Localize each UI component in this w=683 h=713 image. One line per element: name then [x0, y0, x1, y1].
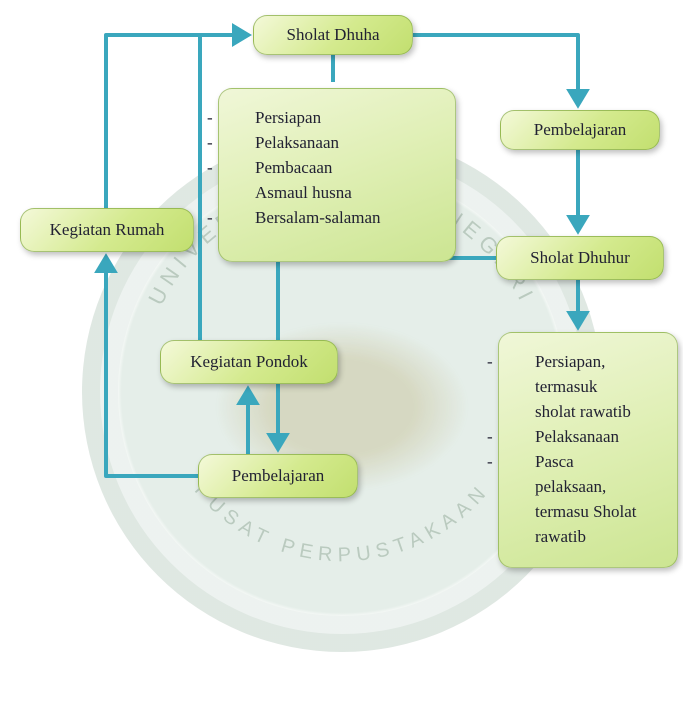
node-label: Kegiatan Rumah — [50, 220, 165, 240]
node-label: Kegiatan Pondok — [190, 352, 308, 372]
list-item: -Pelaksanaan — [511, 426, 637, 449]
list-item: -Bersalam-salaman — [231, 207, 381, 230]
list-item: Asmaul husna — [231, 182, 381, 205]
node-list-left: -Persiapan-Pelaksanaan-PembacaanAsmaul h… — [218, 88, 456, 262]
diagram-stage: UNIVERSITAS ISLAM NEGERI PUSAT PERPUSTAK… — [0, 0, 683, 713]
node-label: Sholat Dhuha — [286, 25, 379, 45]
list-right-items: -Persiapan,termasuksholat rawatib-Pelaks… — [511, 351, 637, 551]
list-item: termasuk — [511, 376, 637, 399]
list-item: -Persiapan — [231, 107, 381, 130]
node-label: Sholat Dhuhur — [530, 248, 630, 268]
list-item: -Pembacaan — [231, 157, 381, 180]
list-item: -Pasca — [511, 451, 637, 474]
node-label: Pembelajaran — [534, 120, 627, 140]
list-item: sholat rawatib — [511, 401, 637, 424]
list-left-items: -Persiapan-Pelaksanaan-PembacaanAsmaul h… — [231, 107, 381, 232]
list-item: rawatib — [511, 526, 637, 549]
node-kegiatan-pondok: Kegiatan Pondok — [160, 340, 338, 384]
node-label: Pembelajaran — [232, 466, 325, 486]
list-item: -Persiapan, — [511, 351, 637, 374]
node-list-right: -Persiapan,termasuksholat rawatib-Pelaks… — [498, 332, 678, 568]
node-sholat-dhuhur: Sholat Dhuhur — [496, 236, 664, 280]
list-item: -Pelaksanaan — [231, 132, 381, 155]
list-item: termasu Sholat — [511, 501, 637, 524]
node-kegiatan-rumah: Kegiatan Rumah — [20, 208, 194, 252]
list-item: pelaksaan, — [511, 476, 637, 499]
node-pembelajaran-bottom: Pembelajaran — [198, 454, 358, 498]
node-pembelajaran-right: Pembelajaran — [500, 110, 660, 150]
node-sholat-dhuha: Sholat Dhuha — [253, 15, 413, 55]
